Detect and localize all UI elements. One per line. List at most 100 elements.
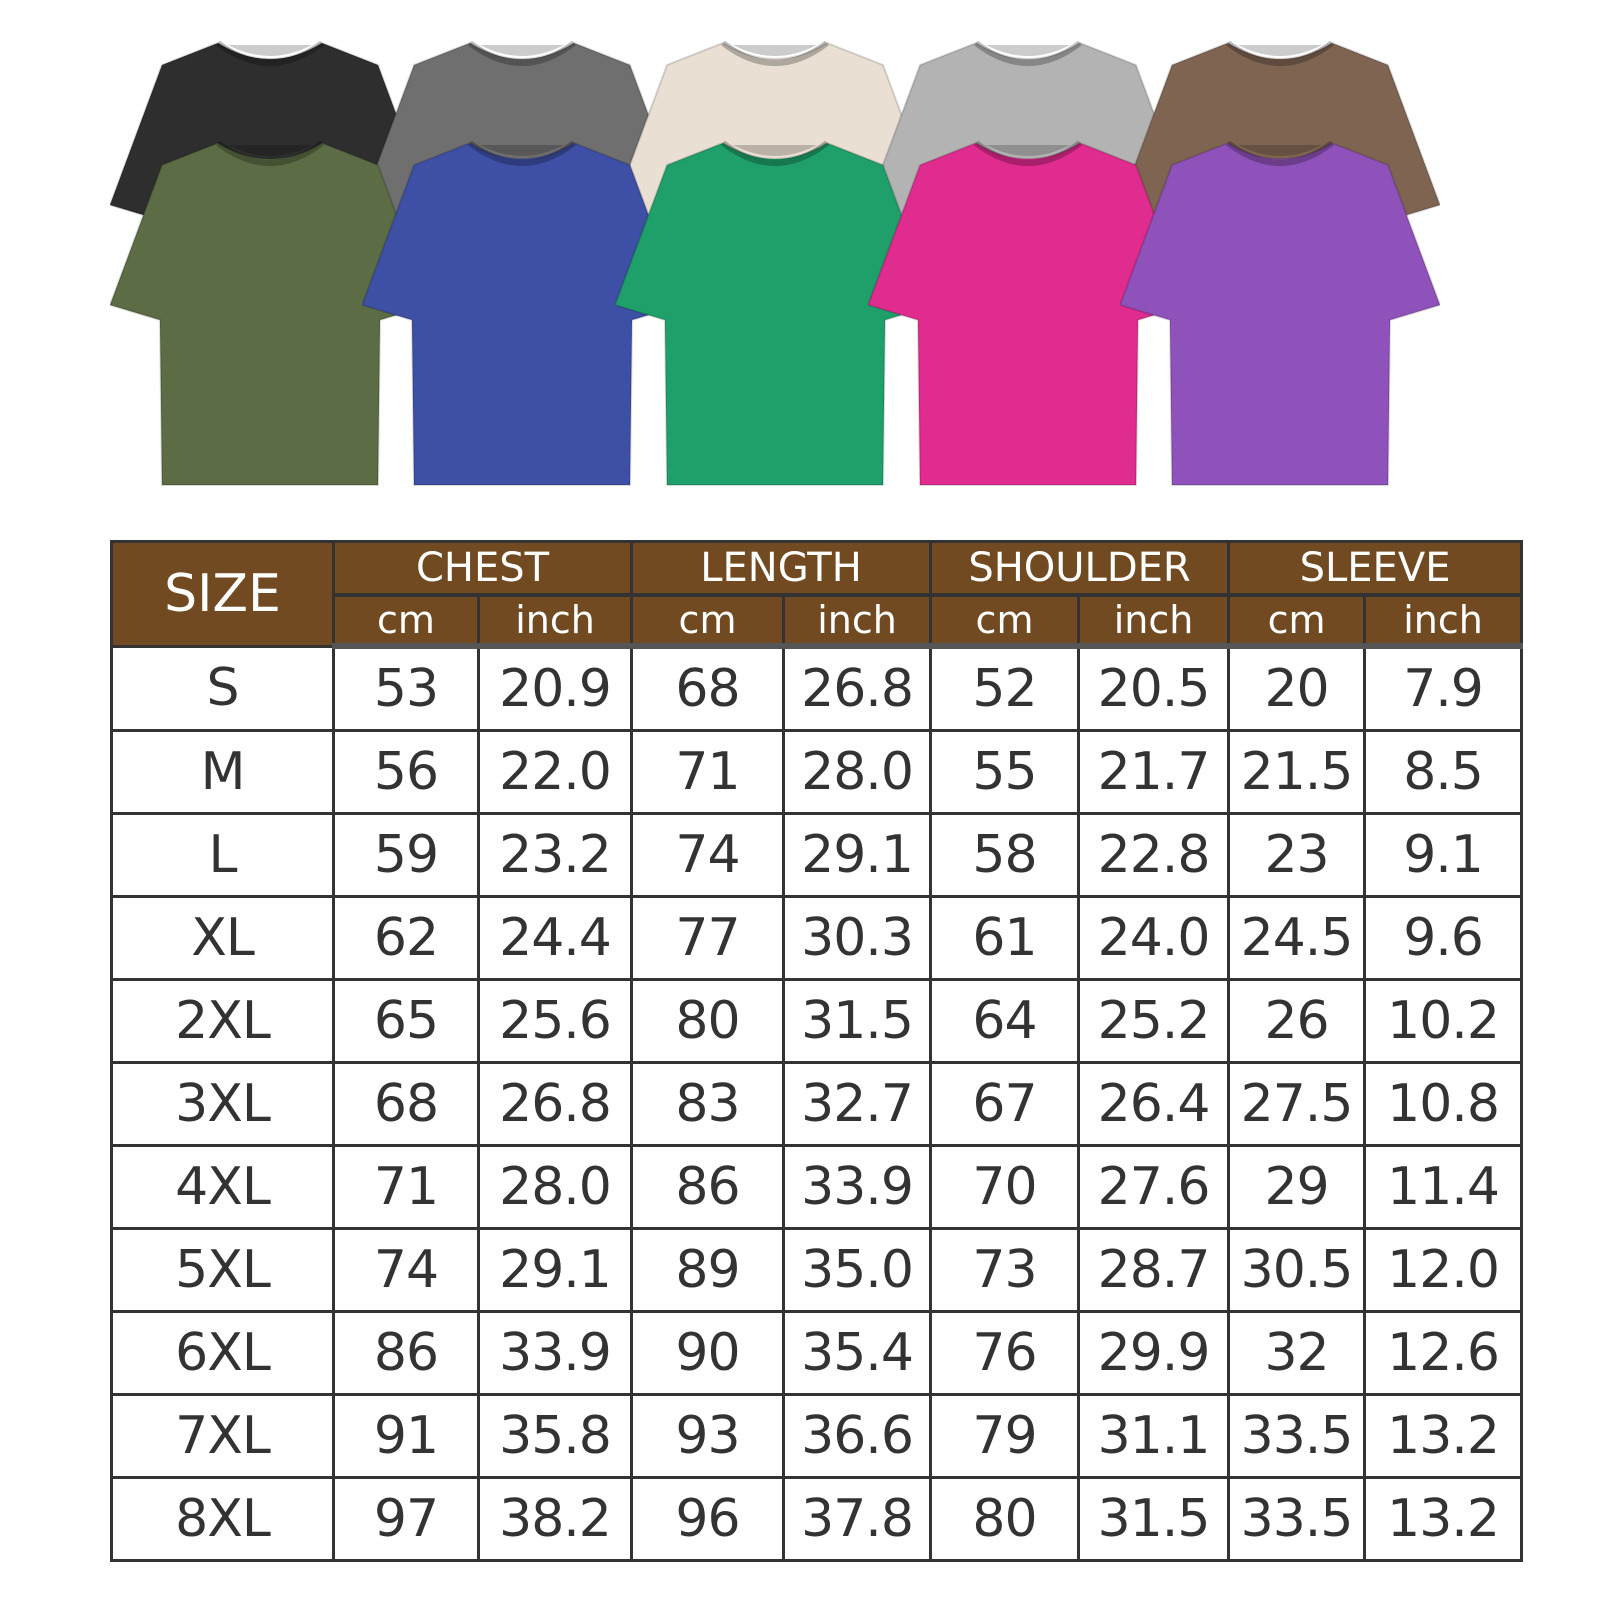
measurement-cell: 21.5 <box>1227 729 1367 815</box>
measurement-cell: 29 <box>1227 1144 1367 1230</box>
table-row: 7XL 91 35.8 93 36.6 79 31.1 33.5 13.2 <box>110 1393 1524 1479</box>
unit-inch: inch <box>1363 593 1524 649</box>
tshirt-color-gallery <box>0 0 1600 500</box>
measurement-cell: 56 <box>332 729 480 815</box>
measurement-cell: 55 <box>929 729 1081 815</box>
size-cell: XL <box>110 895 335 981</box>
tshirt-green <box>615 135 935 495</box>
tshirt-pink <box>868 135 1188 495</box>
measurement-cell: 31.5 <box>782 978 933 1064</box>
table-row: 5XL 74 29.1 89 35.0 73 28.7 30.5 12.0 <box>110 1227 1524 1313</box>
measurement-cell: 9.6 <box>1363 895 1524 981</box>
table-row: 2XL 65 25.6 80 31.5 64 25.2 26 10.2 <box>110 978 1524 1064</box>
measurement-cell: 91 <box>332 1393 480 1479</box>
table-row: 8XL 97 38.2 96 37.8 80 31.5 33.5 13.2 <box>110 1476 1524 1562</box>
measurement-cell: 10.8 <box>1363 1061 1524 1147</box>
measurement-cell: 68 <box>332 1061 480 1147</box>
measurement-cell: 26 <box>1227 978 1367 1064</box>
tshirt-purple <box>1120 135 1440 495</box>
length-header: LENGTH <box>630 540 933 597</box>
measurement-cell: 37.8 <box>782 1476 933 1562</box>
measurement-cell: 25.6 <box>476 978 634 1064</box>
size-cell: 6XL <box>110 1310 335 1396</box>
measurement-cell: 35.8 <box>476 1393 634 1479</box>
measurement-cell: 96 <box>630 1476 786 1562</box>
measurement-cell: 79 <box>929 1393 1081 1479</box>
unit-cm: cm <box>332 593 480 649</box>
measurement-cell: 38.2 <box>476 1476 634 1562</box>
measurement-cell: 67 <box>929 1061 1081 1147</box>
unit-inch: inch <box>477 593 634 649</box>
measurement-cell: 71 <box>332 1144 480 1230</box>
unit-cm: cm <box>630 593 786 649</box>
size-chart-table: SIZE CHEST LENGTH SHOULDER SLEEVE cm inc… <box>110 540 1524 1562</box>
measurement-cell: 64 <box>929 978 1081 1064</box>
size-header: SIZE <box>110 540 335 648</box>
measurement-cell: 22.8 <box>1077 812 1231 898</box>
measurement-cell: 29.1 <box>476 1227 634 1313</box>
tshirt-icon <box>1120 140 1440 486</box>
measurement-cell: 26.4 <box>1077 1061 1231 1147</box>
measurement-cell: 22.0 <box>476 729 634 815</box>
measurement-cell: 20.9 <box>476 644 634 732</box>
size-cell: S <box>110 644 335 732</box>
tshirt-icon <box>362 140 682 486</box>
measurement-cell: 29.9 <box>1077 1310 1231 1396</box>
size-cell: 7XL <box>110 1393 335 1479</box>
measurement-cell: 74 <box>630 812 786 898</box>
size-cell: 8XL <box>110 1476 335 1562</box>
unit-inch: inch <box>782 593 933 649</box>
measurement-cell: 62 <box>332 895 480 981</box>
measurement-cell: 32.7 <box>782 1061 933 1147</box>
table-row: XL 62 24.4 77 30.3 61 24.0 24.5 9.6 <box>110 895 1524 981</box>
table-row: 3XL 68 26.8 83 32.7 67 26.4 27.5 10.8 <box>110 1061 1524 1147</box>
measurement-cell: 24.4 <box>476 895 634 981</box>
measurement-cell: 70 <box>929 1144 1081 1230</box>
sleeve-header: SLEEVE <box>1227 540 1524 597</box>
measurement-cell: 13.2 <box>1363 1393 1524 1479</box>
measurement-cell: 33.9 <box>476 1310 634 1396</box>
table-row: L 59 23.2 74 29.1 58 22.8 23 9.1 <box>110 812 1524 898</box>
tshirt-icon <box>110 140 430 486</box>
measurement-cell: 71 <box>630 729 786 815</box>
tshirt-blue <box>362 135 682 495</box>
measurement-cell: 61 <box>929 895 1081 981</box>
measurement-cell: 25.2 <box>1077 978 1231 1064</box>
measurement-cell: 24.5 <box>1227 895 1367 981</box>
measurement-cell: 89 <box>630 1227 786 1313</box>
measurement-cell: 7.9 <box>1363 644 1524 732</box>
measurement-cell: 65 <box>332 978 480 1064</box>
measurement-cell: 30.5 <box>1227 1227 1367 1313</box>
measurement-cell: 76 <box>929 1310 1081 1396</box>
size-cell: 3XL <box>110 1061 335 1147</box>
measurement-cell: 9.1 <box>1363 812 1524 898</box>
measurement-cell: 58 <box>929 812 1081 898</box>
measurement-cell: 20 <box>1227 644 1367 732</box>
measurement-cell: 30.3 <box>782 895 933 981</box>
table-row: S 53 20.9 68 26.8 52 20.5 20 7.9 <box>110 644 1524 732</box>
measurement-cell: 12.6 <box>1363 1310 1524 1396</box>
chest-header: CHEST <box>331 540 634 597</box>
measurement-cell: 68 <box>630 644 786 732</box>
measurement-cell: 73 <box>929 1227 1081 1313</box>
measurement-cell: 83 <box>630 1061 786 1147</box>
measurement-cell: 12.0 <box>1363 1227 1524 1313</box>
measurement-cell: 53 <box>332 644 480 732</box>
measurement-cell: 90 <box>630 1310 786 1396</box>
shoulder-header: SHOULDER <box>929 540 1231 597</box>
measurement-cell: 86 <box>630 1144 786 1230</box>
table-row: M 56 22.0 71 28.0 55 21.7 21.5 8.5 <box>110 729 1524 815</box>
unit-cm: cm <box>929 593 1081 649</box>
measurement-cell: 74 <box>332 1227 480 1313</box>
size-cell: 5XL <box>110 1227 335 1313</box>
tshirt-olive <box>110 135 430 495</box>
measurement-cell: 52 <box>929 644 1081 732</box>
measurement-cell: 33.5 <box>1227 1393 1367 1479</box>
size-cell: M <box>110 729 335 815</box>
size-cell: 4XL <box>110 1144 335 1230</box>
size-cell: 2XL <box>110 978 335 1064</box>
measurement-cell: 28.0 <box>782 729 933 815</box>
measurement-cell: 24.0 <box>1077 895 1231 981</box>
measurement-cell: 27.6 <box>1077 1144 1231 1230</box>
measurement-cell: 80 <box>630 978 786 1064</box>
